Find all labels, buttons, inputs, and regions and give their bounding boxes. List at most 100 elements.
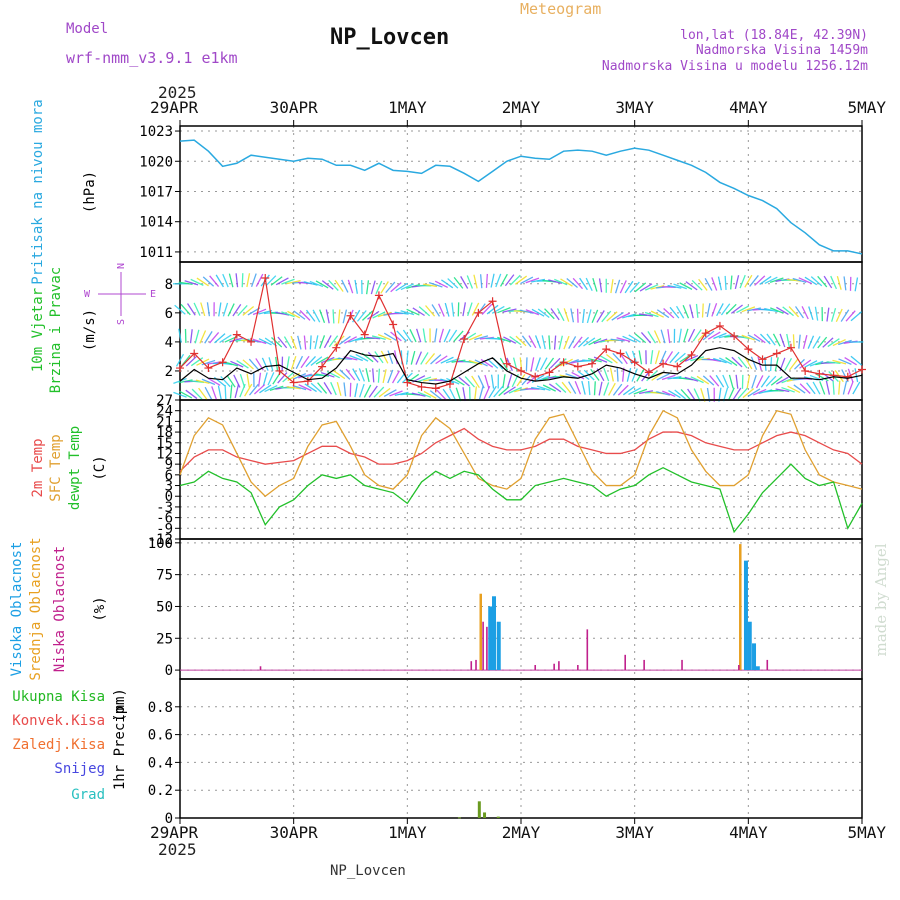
wind-arrow xyxy=(531,386,546,391)
wind-arrow xyxy=(477,375,485,389)
wind-arrow xyxy=(610,338,625,342)
wind-arrow xyxy=(661,374,676,381)
wind-arrow xyxy=(664,351,674,364)
wind-ytick-label: 4 xyxy=(165,335,173,351)
wind-arrow xyxy=(769,277,784,283)
precip-panel: Ukupna Kisa Konvek.Kisa Zaledj.Kisa Snij… xyxy=(12,678,863,827)
wind-arrow xyxy=(711,303,718,317)
wind-arrow xyxy=(305,356,316,368)
wind-arrow xyxy=(497,336,511,343)
wind-arrow xyxy=(707,331,721,340)
wind-arrow xyxy=(354,383,359,398)
wind-arrow xyxy=(380,281,389,294)
wind-arrow xyxy=(850,355,863,366)
wind-arrow xyxy=(717,276,723,291)
wind-arrow xyxy=(193,302,201,316)
wind-arrow xyxy=(660,329,666,344)
wind-arrow xyxy=(548,279,563,285)
wind-arrow xyxy=(267,372,275,386)
wind-arrow xyxy=(573,336,583,349)
wind-arrow xyxy=(200,302,206,317)
wind-arrow xyxy=(528,335,537,349)
wind-arrow xyxy=(354,279,358,294)
time-label-top: 30APR xyxy=(270,98,319,117)
wind-gust-marker xyxy=(858,365,866,374)
wind-arrow xyxy=(502,308,517,313)
wind-arrow xyxy=(194,329,200,344)
wind-arrow xyxy=(314,335,319,350)
wind-arrow xyxy=(838,339,852,346)
wind-arrow xyxy=(480,358,494,368)
wind-arrow xyxy=(832,359,847,365)
wind-gust-marker xyxy=(573,362,582,371)
wind-arrow xyxy=(798,334,801,349)
wind-arrow xyxy=(199,330,207,344)
time-label-bottom: 4MAY xyxy=(729,823,768,842)
wind-arrow xyxy=(446,377,460,385)
wind-arrow xyxy=(574,380,582,395)
precip-total-bar xyxy=(477,801,481,818)
wind-arrow xyxy=(711,277,718,291)
wind-arrow xyxy=(689,304,694,319)
wind-arrow xyxy=(275,277,289,286)
wind-arrow xyxy=(366,336,381,340)
wind-arrow xyxy=(598,381,603,396)
wind-arrow xyxy=(769,357,773,372)
wind-arrow xyxy=(227,303,235,317)
wind-arrow xyxy=(838,380,841,395)
wind-arrow xyxy=(609,367,614,382)
wind-arrow xyxy=(500,273,508,287)
wind-arrow xyxy=(706,303,711,318)
time-label-top: 3MAY xyxy=(615,98,654,117)
wind-arrow xyxy=(633,388,648,395)
wind-gust-marker xyxy=(545,368,554,377)
wind-arrow xyxy=(735,374,739,389)
wind-arrow xyxy=(323,382,332,395)
wind-arrow xyxy=(411,392,426,397)
cloud-low-bar xyxy=(577,665,579,671)
wind-arrow xyxy=(639,313,654,317)
wind-panel: 10m Vjetar Brzina i Pravac (m/s) W E N S… xyxy=(30,261,866,402)
wind-arrow xyxy=(466,275,474,289)
wind-arrow xyxy=(367,310,380,320)
wind-arrow xyxy=(189,329,193,344)
wind-arrow xyxy=(541,335,546,350)
wind-arrow xyxy=(827,338,840,348)
precip-legend-4: Grad xyxy=(71,787,105,803)
wind-gust-marker xyxy=(460,334,469,343)
wind-arrow xyxy=(852,381,861,395)
cloud-high-bar xyxy=(747,621,752,671)
pressure-line xyxy=(179,139,863,255)
wind-arrow xyxy=(843,276,847,291)
wind-arrow xyxy=(788,306,800,318)
wind-arrow xyxy=(509,335,522,346)
wind-arrow xyxy=(435,355,448,365)
wind-arrow xyxy=(755,375,764,389)
wind-arrow xyxy=(764,276,778,284)
cloud-ylabel2: Srednja Oblacnost xyxy=(28,537,44,680)
wind-arrow xyxy=(582,308,585,324)
wind-arrow xyxy=(431,304,441,317)
wind-arrow xyxy=(178,328,182,343)
wind-arrow xyxy=(814,306,819,321)
wind-arrow xyxy=(753,333,766,344)
wind-arrow xyxy=(468,333,483,341)
wind-arrow xyxy=(674,352,686,363)
wind-arrow xyxy=(759,333,771,345)
wind-arrow xyxy=(295,355,304,370)
wind-arrow xyxy=(485,273,488,288)
wind-arrow xyxy=(175,353,185,367)
wind-arrow xyxy=(444,302,450,317)
wind-arrow xyxy=(374,351,384,364)
pressure-ylabel: Pritisak na nivou mora xyxy=(30,99,46,284)
wind-arrow xyxy=(503,386,516,396)
cloud-low-bar xyxy=(482,621,484,671)
wind-arrow xyxy=(438,303,445,317)
cloud-high-bar xyxy=(492,596,497,671)
clouds-ytick-label: 100 xyxy=(148,536,173,552)
wind-arrow xyxy=(656,391,671,396)
wind-arrow xyxy=(190,357,204,367)
wind-arrow xyxy=(478,386,484,400)
wind-arrow xyxy=(593,381,596,396)
